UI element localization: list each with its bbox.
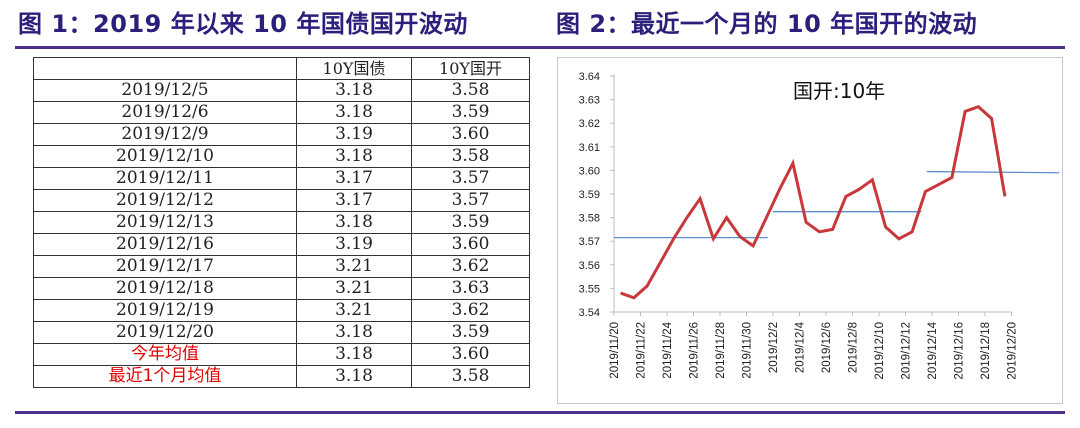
cdb-yield: 3.58: [411, 79, 530, 102]
title-divider: [15, 46, 1065, 49]
cdb-yield: 3.57: [411, 189, 530, 212]
x-tick-label: 2019/11/22: [636, 322, 648, 379]
cdb-yield: 3.60: [411, 233, 530, 256]
row-label: 2019/12/13: [33, 211, 297, 234]
treasury-yield: 3.18: [296, 211, 412, 234]
row-label: 2019/12/17: [33, 255, 297, 278]
table-row: 2019/12/9 3.19 3.60: [33, 123, 530, 146]
header-date: [33, 57, 297, 80]
cdb-10y-line-chart: 3.64 3.63 3.62 3.61 3.60 3.59 3.58 3.57 3.56 3.55…: [557, 57, 1063, 404]
row-label: 2019/12/18: [33, 277, 297, 300]
x-tick-label: 2019/12/2: [768, 322, 780, 373]
x-tick-label: 2019/11/30: [742, 322, 754, 379]
row-label: 2019/12/19: [33, 299, 297, 322]
row-label: 2019/12/11: [33, 167, 297, 190]
cdb-yield: 3.63: [411, 277, 530, 300]
treasury-yield: 3.17: [296, 167, 412, 190]
table-row: 2019/12/5 3.18 3.58: [33, 79, 530, 102]
chart-title: 国开:10年: [793, 79, 885, 103]
summary-row: 最近1个月均值 3.18 3.58: [33, 365, 530, 388]
y-tick-label: 3.60: [579, 165, 600, 177]
x-tick-label: 2019/11/24: [662, 321, 674, 378]
cdb-yield: 3.60: [411, 123, 530, 146]
treasury-yield: 3.21: [296, 299, 412, 322]
cdb-10y-series-line: [620, 104, 1007, 300]
row-label: 2019/12/12: [33, 189, 297, 212]
x-tick-label: 2019/12/18: [980, 322, 992, 380]
x-tick-label: 2019/12/20: [1007, 322, 1019, 380]
x-tick-label: 2019/12/6: [821, 322, 833, 373]
figure1-title: 图 1：2019 年以来 10 年国债国开波动: [18, 10, 468, 38]
x-tick-label: 2019/12/12: [901, 322, 913, 380]
y-tick-label: 3.61: [579, 142, 600, 154]
average-line: [926, 170, 1060, 174]
y-tick-label: 3.56: [579, 260, 600, 272]
table-row: 2019/12/17 3.21 3.62: [33, 255, 530, 278]
x-tick-label: 2019/12/14: [927, 321, 939, 379]
y-tick-label: 3.55: [579, 283, 600, 295]
figure2-title: 图 2：最近一个月的 10 年国开的波动: [556, 10, 978, 38]
row-label: 今年均值: [33, 343, 297, 366]
table-row: 2019/12/20 3.18 3.59: [33, 321, 530, 344]
treasury-yield: 3.19: [296, 123, 412, 146]
cdb-yield: 3.57: [411, 167, 530, 190]
cdb-yield: 3.58: [411, 145, 530, 168]
header-10y-cdb: 10Y国开: [411, 57, 530, 80]
treasury-yield: 3.18: [296, 145, 412, 168]
y-tick-label: 3.54: [579, 307, 600, 319]
cdb-yield: 3.60: [411, 343, 530, 366]
row-label: 2019/12/20: [33, 321, 297, 344]
x-tick-label: 2019/12/16: [954, 322, 966, 380]
x-tick-label: 2019/11/20: [609, 322, 621, 379]
x-tick-label: 2019/12/8: [848, 322, 860, 373]
chart-canvas: 3.64 3.63 3.62 3.61 3.60 3.59 3.58 3.57 3.56 3.55…: [579, 71, 1060, 380]
treasury-yield: 3.18: [296, 79, 412, 102]
x-tick-label: 2019/11/28: [715, 322, 727, 379]
treasury-yield: 3.18: [296, 321, 412, 344]
cdb-yield: 3.59: [411, 321, 530, 344]
table-row: 2019/12/19 3.21 3.62: [33, 299, 530, 322]
table-row: 2019/12/16 3.19 3.60: [33, 233, 530, 256]
y-tick-label: 3.58: [579, 213, 600, 225]
x-tick-label: 2019/12/10: [874, 322, 886, 380]
x-tick-label: 2019/11/26: [689, 322, 701, 379]
treasury-yield: 3.18: [296, 101, 412, 124]
row-label: 2019/12/6: [33, 101, 297, 124]
y-tick-label: 3.62: [579, 118, 600, 130]
cdb-yield: 3.62: [411, 299, 530, 322]
bottom-divider: [15, 411, 1065, 414]
row-label: 2019/12/10: [33, 145, 297, 168]
treasury-yield: 3.21: [296, 277, 412, 300]
x-tick-label: 2019/12/4: [795, 321, 807, 373]
table-row: 2019/12/11 3.17 3.57: [33, 167, 530, 190]
y-tick-label: 3.63: [579, 95, 600, 107]
row-label: 2019/12/16: [33, 233, 297, 256]
treasury-yield: 3.21: [296, 255, 412, 278]
treasury-yield: 3.19: [296, 233, 412, 256]
cdb-yield: 3.59: [411, 211, 530, 234]
row-label: 2019/12/5: [33, 79, 297, 102]
table-row: 2019/12/6 3.18 3.59: [33, 101, 530, 124]
row-label: 2019/12/9: [33, 123, 297, 146]
row-label: 最近1个月均值: [33, 365, 297, 388]
y-tick-label: 3.59: [579, 189, 600, 201]
treasury-yield: 3.18: [296, 365, 412, 388]
y-tick-label: 3.57: [579, 236, 600, 248]
table-row: 2019/12/13 3.18 3.59: [33, 211, 530, 234]
cdb-yield: 3.62: [411, 255, 530, 278]
summary-row: 今年均值 3.18 3.60: [33, 343, 530, 366]
table-row: 2019/12/10 3.18 3.58: [33, 145, 530, 168]
table-row: 2019/12/12 3.17 3.57: [33, 189, 530, 212]
treasury-yield: 3.18: [296, 343, 412, 366]
header-10y-treasury: 10Y国债: [296, 57, 412, 80]
cdb-yield: 3.58: [411, 365, 530, 388]
table-header-row: 10Y国债 10Y国开: [33, 57, 530, 80]
bond-yield-table: 10Y国债 10Y国开 2019/12/5 3.18 3.58 2019/12/6 3.…: [33, 57, 530, 388]
table-row: 2019/12/18 3.21 3.63: [33, 277, 530, 300]
treasury-yield: 3.17: [296, 189, 412, 212]
cdb-yield: 3.59: [411, 101, 530, 124]
y-tick-label: 3.64: [579, 71, 600, 83]
